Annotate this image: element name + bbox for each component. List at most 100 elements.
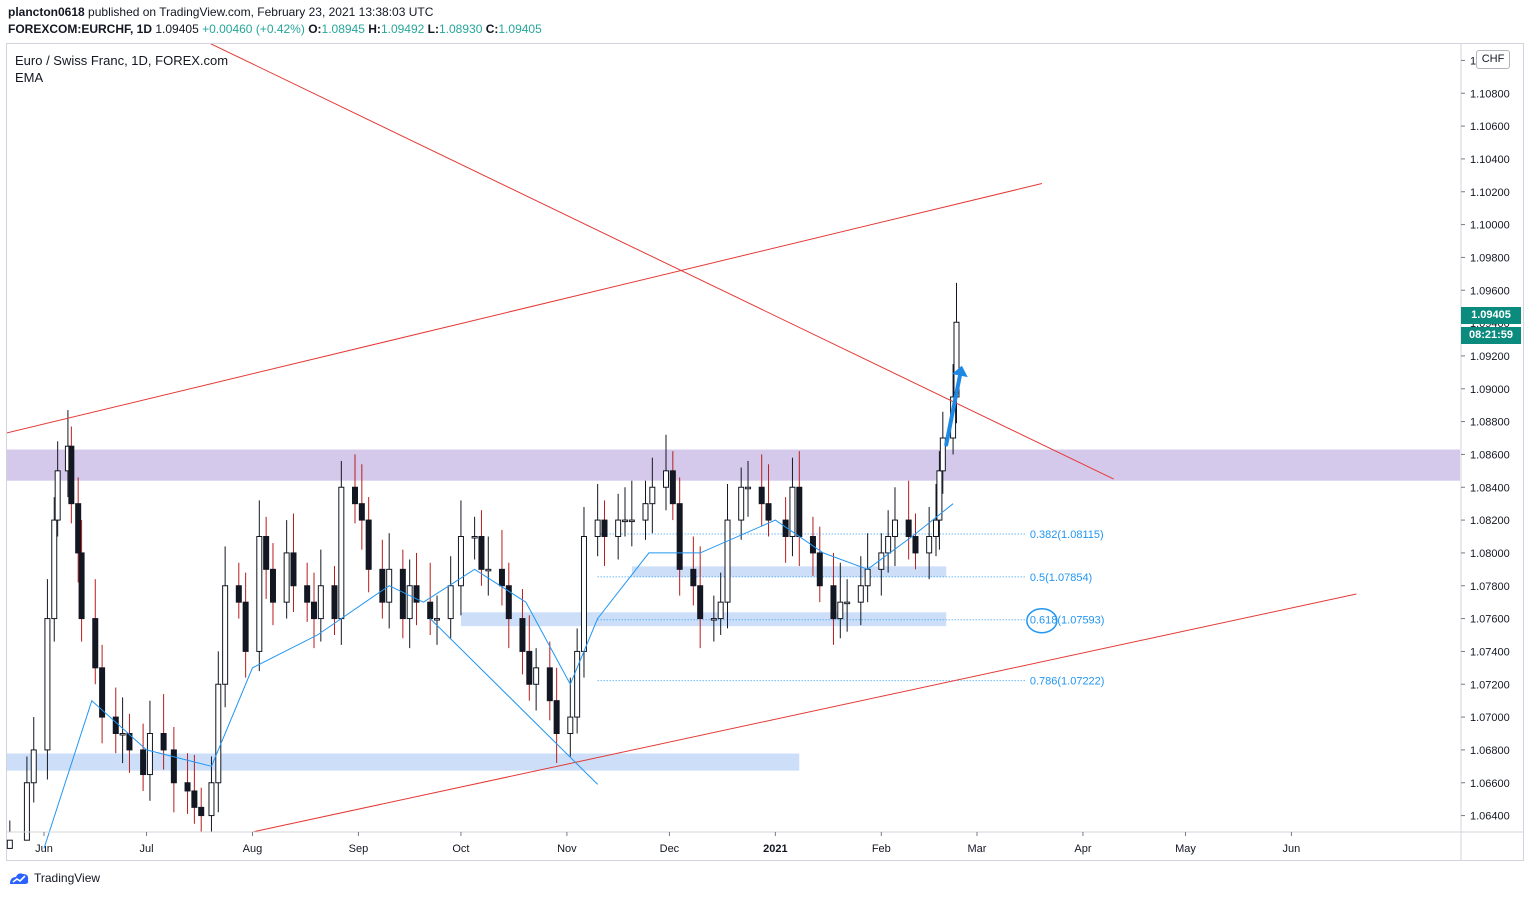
support-zone xyxy=(631,566,947,577)
price-tick-label: 1.09200 xyxy=(1470,351,1510,363)
price-tick-label: 1.10600 xyxy=(1470,121,1510,133)
published-info: published on TradingView.com, February 2… xyxy=(88,5,434,19)
resistance-zone xyxy=(7,449,1460,481)
time-tick-label: Dec xyxy=(660,843,680,855)
candle xyxy=(427,601,434,620)
candle xyxy=(738,486,745,521)
candle xyxy=(317,585,324,620)
candle xyxy=(126,733,133,751)
time-tick-label: Jul xyxy=(139,843,153,855)
open-value: 1.08945 xyxy=(321,22,365,36)
candle xyxy=(365,519,372,570)
candle xyxy=(399,568,406,620)
low-value: 1.08930 xyxy=(439,22,483,36)
price-tick-label: 1.09800 xyxy=(1470,252,1510,264)
price-tick-label: 1.10400 xyxy=(1470,154,1510,166)
candle xyxy=(905,519,912,537)
tradingview-logo-icon xyxy=(10,873,29,884)
fib-level-label: 0.786(1.07222) xyxy=(1030,676,1105,688)
publisher-name[interactable]: plancton0618 xyxy=(8,5,85,19)
price-tick-label: 1.08600 xyxy=(1470,449,1510,461)
trendline-rising-channel-top[interactable] xyxy=(0,183,1043,438)
candle xyxy=(857,585,864,603)
candle xyxy=(594,519,601,537)
candle xyxy=(642,503,649,521)
time-tick-label: Apr xyxy=(1074,843,1091,855)
price-tick-label: 1.08200 xyxy=(1470,515,1510,527)
candle xyxy=(649,486,656,505)
candle xyxy=(78,552,85,620)
candle xyxy=(191,790,198,808)
candle xyxy=(724,519,731,603)
candle xyxy=(290,552,297,587)
candle xyxy=(235,585,242,603)
candle xyxy=(615,519,622,537)
candle xyxy=(119,733,126,736)
candle xyxy=(710,618,717,621)
time-tick-label: Feb xyxy=(872,843,891,855)
candle xyxy=(519,618,526,652)
fib-level-label: 0.5(1.07854) xyxy=(1030,572,1092,584)
candle xyxy=(567,716,574,734)
candle xyxy=(68,445,75,505)
symbol-label: FOREXCOM:EURCHF, 1D xyxy=(8,22,153,36)
candle xyxy=(621,519,628,523)
tradingview-brand[interactable]: TradingView xyxy=(8,871,100,885)
trendline-falling-resistance[interactable] xyxy=(143,11,1114,480)
candle xyxy=(939,437,946,472)
candle xyxy=(457,536,464,587)
price-tick-label: 1.07200 xyxy=(1470,679,1510,691)
breakout-arrow-head xyxy=(952,365,968,378)
price-change: +0.00460 (+0.42%) xyxy=(202,22,305,36)
candle xyxy=(601,519,608,537)
candle xyxy=(331,585,338,620)
candle xyxy=(505,585,512,620)
high-label: H: xyxy=(368,22,381,36)
open-label: O: xyxy=(308,22,322,36)
candle xyxy=(478,536,485,570)
candle xyxy=(51,519,58,620)
candle xyxy=(553,700,560,735)
indicator-legend-ema[interactable]: EMA xyxy=(15,70,44,85)
candle xyxy=(717,601,724,620)
candle xyxy=(830,585,837,620)
price-tick-label: 1.06400 xyxy=(1470,811,1510,823)
candle xyxy=(580,536,587,652)
candle xyxy=(413,585,420,603)
time-tick-label: Aug xyxy=(243,843,263,855)
candle xyxy=(574,650,581,718)
candle xyxy=(6,839,13,849)
price-tick-label: 1.08800 xyxy=(1470,417,1510,429)
candle xyxy=(844,601,851,605)
fib-highlight-circle xyxy=(1026,607,1058,634)
support-zone xyxy=(460,612,947,627)
price-tick-label: 1.07000 xyxy=(1470,712,1510,724)
candle xyxy=(310,601,317,620)
candle xyxy=(406,585,413,620)
candle xyxy=(498,568,505,587)
candle xyxy=(242,601,249,652)
candle xyxy=(54,470,61,521)
candle xyxy=(215,683,222,784)
price-tick-label: 1.06600 xyxy=(1470,778,1510,790)
candle xyxy=(885,536,892,554)
last-price-tag: 1.09405 xyxy=(1461,307,1521,324)
price-tick-label: 1.09000 xyxy=(1470,384,1510,396)
time-tick-label: Jun xyxy=(35,843,53,855)
trendline-rising-channel-bottom[interactable] xyxy=(252,593,1357,832)
candle xyxy=(112,716,119,734)
price-tick-label: 1.08400 xyxy=(1470,482,1510,494)
candle xyxy=(837,601,844,620)
breakout-arrow[interactable] xyxy=(944,373,962,447)
candle xyxy=(208,782,215,817)
candle xyxy=(912,536,919,554)
candle xyxy=(485,568,492,572)
candle xyxy=(23,782,30,841)
chart-legend-title[interactable]: Euro / Swiss Franc, 1D, FOREX.com xyxy=(15,53,229,68)
currency-button[interactable]: CHF xyxy=(1476,50,1510,69)
trendline-falling-support[interactable] xyxy=(429,618,599,785)
candle xyxy=(690,568,697,587)
candle xyxy=(663,470,669,488)
time-tick-label: Sep xyxy=(349,843,369,855)
